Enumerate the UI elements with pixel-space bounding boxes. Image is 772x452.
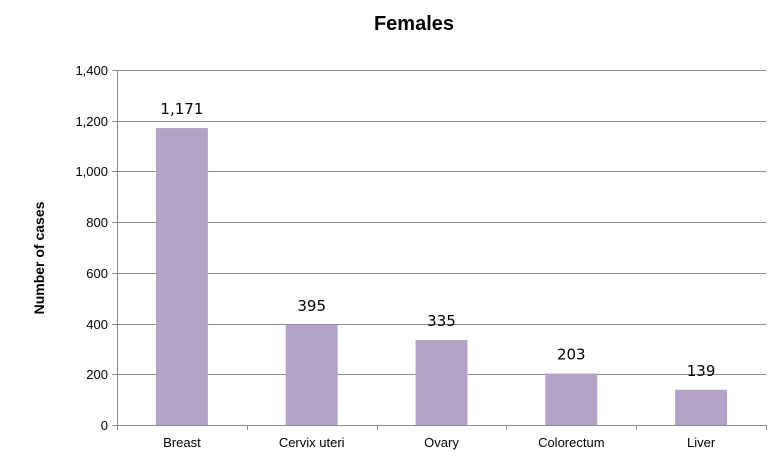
data-label: 335	[427, 312, 456, 330]
bar	[285, 324, 338, 425]
x-tick-label: Cervix uteri	[279, 435, 345, 450]
y-tick-label: 1,400	[75, 63, 108, 78]
y-tick-label: 800	[86, 215, 108, 230]
y-tick-label: 0	[101, 418, 108, 433]
bar	[415, 340, 468, 425]
gridlines	[117, 70, 766, 375]
y-axis-label: Number of cases	[31, 201, 47, 314]
y-tick-label: 400	[86, 317, 108, 332]
axes	[112, 70, 767, 430]
data-label: 1,171	[160, 100, 203, 118]
x-tick-label: Breast	[163, 435, 201, 450]
y-tick-label: 200	[86, 367, 108, 382]
data-label: 395	[297, 297, 326, 315]
x-tick-label: Colorectum	[538, 435, 604, 450]
labels: 0 200 400 600 800 1,000 1,200 1,400 1,171 Breast 3…	[75, 63, 715, 450]
y-tick-label: 1,200	[75, 114, 108, 129]
x-tick-label: Ovary	[424, 435, 459, 450]
y-tick-label: 600	[86, 266, 108, 281]
y-tick-label: 1,000	[75, 164, 108, 179]
bar	[155, 128, 208, 425]
bar	[545, 373, 598, 425]
x-tick-label: Liver	[687, 435, 716, 450]
data-label: 203	[557, 346, 586, 364]
bars	[155, 128, 728, 425]
data-label: 139	[687, 362, 716, 380]
bar	[675, 389, 728, 425]
chart-title: Females	[374, 13, 454, 35]
